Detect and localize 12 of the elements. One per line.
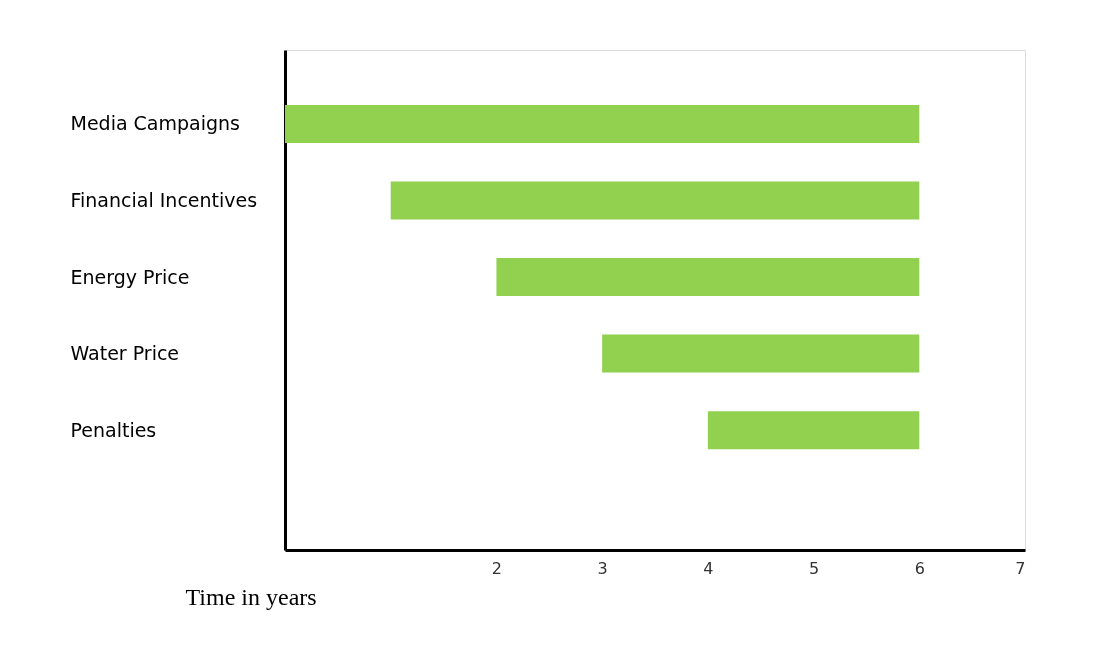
y-tick-label: Energy Price: [70, 265, 190, 288]
x-tick-label: 2: [491, 558, 503, 578]
x-tick-label: 7: [1015, 558, 1026, 578]
x-tick-label: 4: [703, 558, 714, 578]
x-tick-label: 6: [914, 558, 925, 578]
y-tick-label: Penalties: [70, 418, 157, 441]
y-tick-label: Financial Incentives: [70, 188, 258, 211]
y-tick-label: Media Campaigns: [70, 112, 241, 135]
x-tick-label: 3: [597, 558, 608, 578]
x-axis-title: Time in years: [185, 583, 317, 610]
x-tick-label: 5: [808, 558, 820, 578]
y-tick-label: Water Price: [70, 342, 180, 365]
